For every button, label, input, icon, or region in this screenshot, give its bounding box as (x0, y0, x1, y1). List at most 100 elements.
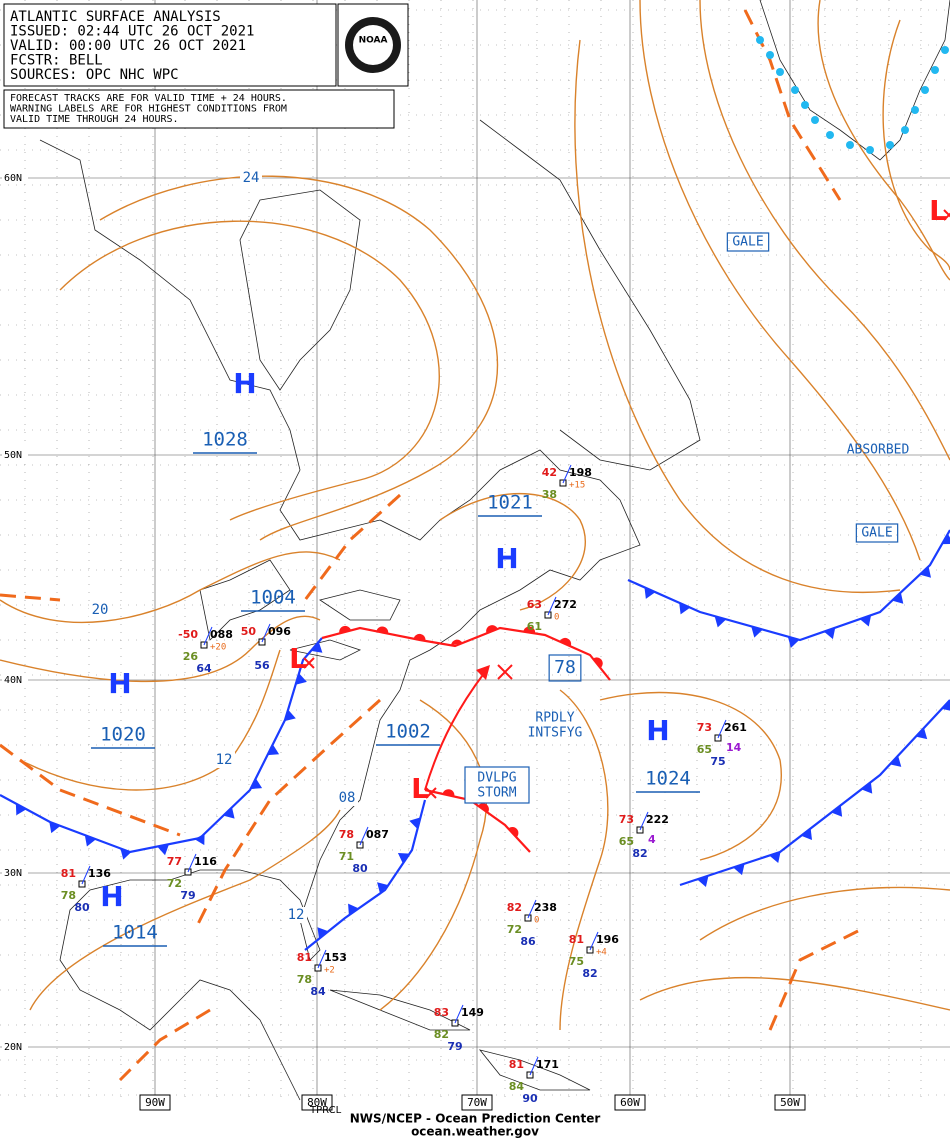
isobar (639, 0, 921, 561)
station-dewpoint: 75 (569, 955, 584, 968)
front-barb (508, 826, 519, 838)
boxed-label: 78 (554, 657, 576, 678)
front-barb (592, 657, 603, 669)
ice-edge-dot (776, 68, 784, 76)
storm-label: DVLPG (477, 771, 516, 786)
lon-label-box (301, 1094, 333, 1111)
station-pressure: 238 (534, 901, 557, 914)
front-barb (919, 566, 932, 578)
labels: H 1028 H 1020 H 1014 H 1021 H 1024 L 1004 L 1002 L GALE… (61, 170, 950, 1105)
ice-edge-dot (866, 146, 874, 154)
front-barb (442, 789, 455, 797)
station-dewpoint: 71 (339, 850, 354, 863)
station-pressure: 088 (210, 628, 233, 641)
isobar-label-bg (240, 170, 262, 186)
lat-label: 50N (4, 450, 22, 461)
station-dewpoint: 84 (509, 1080, 525, 1093)
front-barb (831, 805, 843, 817)
station-temp: 73 (697, 721, 712, 734)
center-symbol: L (289, 642, 307, 675)
trough (0, 593, 61, 602)
front-barb (250, 778, 263, 790)
center-pressure: 1024 (645, 768, 691, 790)
front-barb (377, 882, 389, 894)
front-barb (861, 782, 873, 794)
station-pressure: 198 (569, 466, 592, 479)
trough (0, 743, 181, 837)
station-temp: 73 (619, 813, 634, 826)
front-barb (697, 875, 709, 887)
isobar-label: 24 (243, 170, 260, 186)
station-sst: 84 (310, 985, 326, 998)
station-temp: 83 (434, 1006, 449, 1019)
lon-label: 50W (780, 1096, 800, 1109)
ice-edge-dot (811, 116, 819, 124)
header-line: VALID: 00:00 UTC 26 OCT 2021 (10, 38, 246, 54)
isobar-label-bg (336, 790, 358, 806)
ice-edge-dot (756, 36, 764, 44)
isobar (599, 691, 782, 861)
center-pressure: 1020 (100, 724, 146, 746)
lat-label: 20N (4, 1042, 22, 1053)
wind-barb (717, 719, 727, 739)
front-barb (310, 641, 323, 653)
front-barb (223, 807, 235, 819)
lat-label-box (2, 866, 28, 879)
greenland (759, 0, 950, 161)
ice-edge-dot (846, 141, 854, 149)
front-barb (284, 709, 296, 722)
header-box: NOAA (3, 3, 409, 129)
front-barb (15, 803, 27, 816)
front-barb (915, 727, 928, 740)
center-symbol: L (411, 772, 429, 805)
isobar (574, 39, 901, 594)
station-dewpoint: 26 (183, 650, 199, 663)
lon-label-box (139, 1094, 171, 1111)
warning-line: WARNING LABELS ARE FOR HIGHEST CONDITION… (10, 104, 287, 115)
label-box (855, 523, 899, 543)
isobar (0, 615, 321, 683)
front-barb (823, 627, 836, 640)
front-barb (295, 673, 307, 685)
station-dewpoint: 65 (619, 835, 634, 848)
lon-label: 70W (467, 1096, 487, 1109)
wind-barb (261, 623, 271, 643)
trough (768, 928, 861, 1031)
wind-barb (589, 931, 599, 951)
boxed-label: GALE (732, 235, 763, 250)
center-symbol: H (233, 367, 256, 400)
lon-label-box (614, 1094, 646, 1111)
lat-label: 40N (4, 675, 22, 686)
label-box (726, 232, 770, 252)
wind-barb (203, 626, 213, 646)
label-box (548, 654, 582, 682)
isobar (639, 976, 950, 1011)
station-temp: -50 (178, 628, 198, 641)
wind-barb (562, 464, 572, 484)
isobar-label: 12 (288, 907, 305, 923)
station-temp: 81 (509, 1058, 524, 1071)
station-extra: 4 (648, 833, 656, 846)
front-barb (733, 863, 745, 876)
track-arrow (424, 671, 486, 791)
front-barb (317, 927, 329, 939)
front-barb (644, 587, 656, 599)
station-sst: 90 (522, 1092, 538, 1105)
ice-edge-dot (886, 141, 894, 149)
station-pressure: 153 (324, 951, 347, 964)
station-dewpoint: 78 (61, 889, 76, 902)
warm-front (321, 626, 611, 681)
lon-label: 80W (307, 1096, 327, 1109)
station-tendency: +15 (569, 481, 585, 491)
ice-edge-dot (801, 101, 809, 109)
isobar (559, 689, 609, 1031)
center-symbol: L (929, 194, 947, 227)
wind-barb (547, 596, 557, 616)
front-barb (348, 903, 359, 916)
front-barb (157, 844, 169, 856)
station-tendency: +4 (596, 948, 607, 958)
front-barb (267, 744, 280, 756)
station-pressure: 261 (724, 721, 747, 734)
labrador (479, 119, 701, 471)
cold-front (627, 529, 950, 642)
